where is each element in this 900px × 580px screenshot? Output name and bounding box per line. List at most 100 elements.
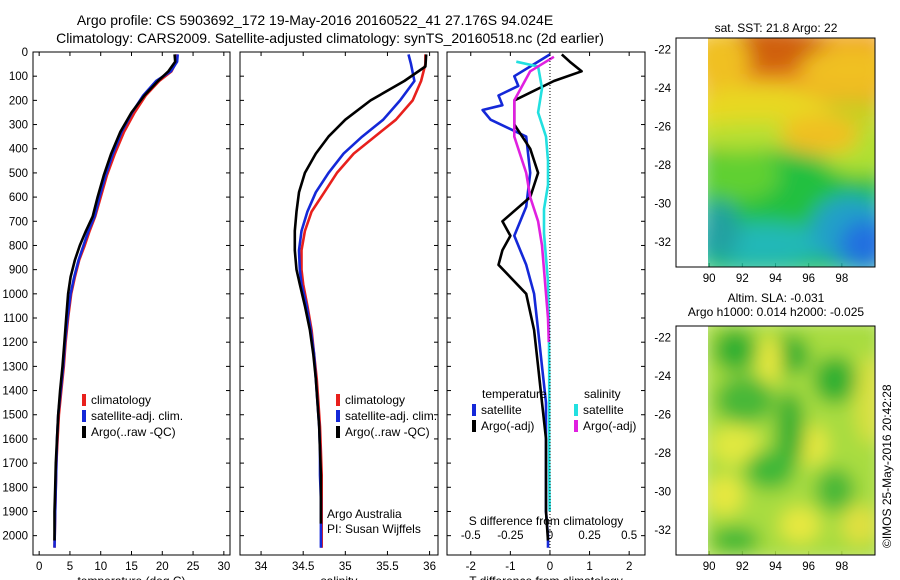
legend-entry: Argo(..raw -QC) [91, 425, 176, 439]
series-line-argo-raw-qc- [53, 54, 177, 541]
y-tick-label: 1200 [2, 337, 28, 349]
map-x-tick-label: 94 [769, 273, 782, 285]
legend-entry: satellite [481, 403, 522, 417]
legend-entry: Argo(-adj) [481, 419, 534, 433]
annotation-argo-australia: Argo Australia [327, 507, 402, 521]
chart-title-line1: Argo profile: CS 5903692_172 19-May-2016… [76, 12, 554, 28]
s-diff-tick-label: 0 [547, 530, 553, 542]
legend-entry: climatology [345, 393, 405, 407]
y-tick-label: 300 [9, 120, 28, 132]
y-tick-label: 500 [9, 168, 28, 180]
map-x-tick-label: 92 [736, 273, 749, 285]
annotation-pi: PI: Susan Wijffels [327, 522, 421, 536]
x-tick-label: 34 [255, 561, 268, 573]
legend-swatch [574, 404, 578, 416]
map-y-tick-label: -30 [654, 486, 671, 498]
difference-xlabel: T difference from climatology [469, 574, 623, 580]
x-tick-label: 30 [217, 561, 230, 573]
sst_map-axes: 90 92 94 96 98 -22 -24 -26 -28 -30 -32 sat. SST: 21… [654, 21, 848, 285]
legend-swatch [472, 404, 476, 416]
map-y-tick-label: -24 [654, 371, 671, 383]
y-tick-label: 600 [9, 192, 28, 204]
map-x-tick-label: 94 [769, 561, 782, 573]
x-tick-label: 35 [339, 561, 352, 573]
difference-panel: -2 -1 0 1 2T difference from climatology S di… [446, 51, 646, 580]
y-tick-label: 1400 [2, 386, 28, 398]
sla_map-axes: 90 92 94 96 98 -22 -24 -26 -28 -30 -32 Altim. SLA: … [654, 291, 864, 573]
series-line-climatology [53, 54, 179, 548]
copyright-stamp: ©IMOS 25-May-2016 20:42:28 [880, 384, 894, 548]
map-x-tick-label: 90 [703, 561, 716, 573]
x-tick-label: 2 [626, 561, 632, 573]
sla-map [675, 325, 876, 556]
map-y-tick-label: -24 [654, 83, 671, 95]
map-y-tick-label: -26 [654, 410, 671, 422]
map-x-tick-label: 92 [736, 561, 749, 573]
legend-swatch [82, 410, 86, 422]
map-y-tick-label: -30 [654, 198, 671, 210]
legend-entry: satellite-adj. clim. [345, 409, 437, 423]
map-x-tick-label: 98 [835, 273, 848, 285]
salinity-panel: 34 34.5 35 35.5 36 salinity climatology satelli… [239, 51, 439, 580]
salinity-xlabel: salinity [321, 574, 358, 580]
legend-swatch [82, 394, 86, 406]
sla-map-title-line1: Altim. SLA: -0.031 [728, 291, 825, 305]
x-tick-label: 25 [187, 561, 200, 573]
legend-swatch [336, 394, 340, 406]
x-tick-label: 5 [67, 561, 73, 573]
legend-swatch [336, 410, 340, 422]
series-line-satellite-adj-clim- [297, 54, 416, 548]
difference-frame [446, 51, 646, 556]
y-tick-label: 1900 [2, 506, 28, 518]
legend-entry: Argo(..raw -QC) [345, 425, 430, 439]
legend-temperature-title: temperature [482, 387, 547, 401]
s-diff-tick-label: -0.25 [497, 530, 523, 542]
s-diff-tick-label: -0.5 [461, 530, 481, 542]
map-y-tick-label: -28 [654, 448, 671, 460]
map-y-tick-label: -26 [654, 122, 671, 134]
temperature-panel: 0100200300400500600700800900100011001200… [2, 47, 231, 580]
map-y-tick-label: -22 [654, 333, 671, 345]
x-tick-label: -2 [466, 561, 476, 573]
map-x-tick-label: 96 [802, 561, 815, 573]
temperature-frame [32, 51, 231, 556]
y-tick-label: 1700 [2, 458, 28, 470]
y-tick-label: 700 [9, 216, 28, 228]
legend-swatch [336, 426, 340, 438]
series-line-argo-raw-qc- [293, 54, 428, 524]
sla-map-title-line2: Argo h1000: 0.014 h2000: -0.025 [688, 305, 864, 319]
legend-swatch [82, 426, 86, 438]
legend-salinity-title: salinity [584, 387, 621, 401]
legend-swatch [472, 420, 476, 432]
map-x-tick-label: 96 [802, 273, 815, 285]
x-tick-label: 36 [423, 561, 436, 573]
series-line-s-argo-adj- [512, 55, 555, 343]
legend-entry: satellite-adj. clim. [91, 409, 183, 423]
temperature-xlabel: temperature (deg C) [77, 574, 185, 580]
y-tick-label: 100 [9, 71, 28, 83]
series-line-satellite-adj-clim- [53, 54, 179, 548]
y-tick-label: 900 [9, 265, 28, 277]
y-tick-label: 1100 [3, 313, 28, 325]
x-tick-label: 1 [586, 561, 592, 573]
s-diff-tick-label: 0.5 [621, 530, 637, 542]
x-tick-label: 15 [125, 561, 138, 573]
y-tick-label: 200 [9, 95, 28, 107]
x-tick-label: 20 [156, 561, 169, 573]
x-tick-label: 0 [36, 561, 42, 573]
y-tick-label: 800 [9, 240, 28, 252]
s-diff-tick-label: 0.25 [578, 530, 600, 542]
x-tick-label: -1 [505, 561, 515, 573]
map-x-tick-label: 98 [835, 561, 848, 573]
sst-map [675, 37, 876, 268]
map-y-tick-label: -32 [654, 237, 671, 249]
x-tick-label: 0 [547, 561, 553, 573]
x-tick-label: 35.5 [376, 561, 398, 573]
series-line-t-argo-adj- [497, 53, 583, 541]
chart-title-line2: Climatology: CARS2009. Satellite-adjuste… [56, 30, 604, 46]
y-tick-label: 1800 [2, 482, 28, 494]
y-tick-label: 1000 [2, 289, 28, 301]
x-tick-label: 34.5 [292, 561, 314, 573]
salinity-frame [239, 51, 439, 556]
